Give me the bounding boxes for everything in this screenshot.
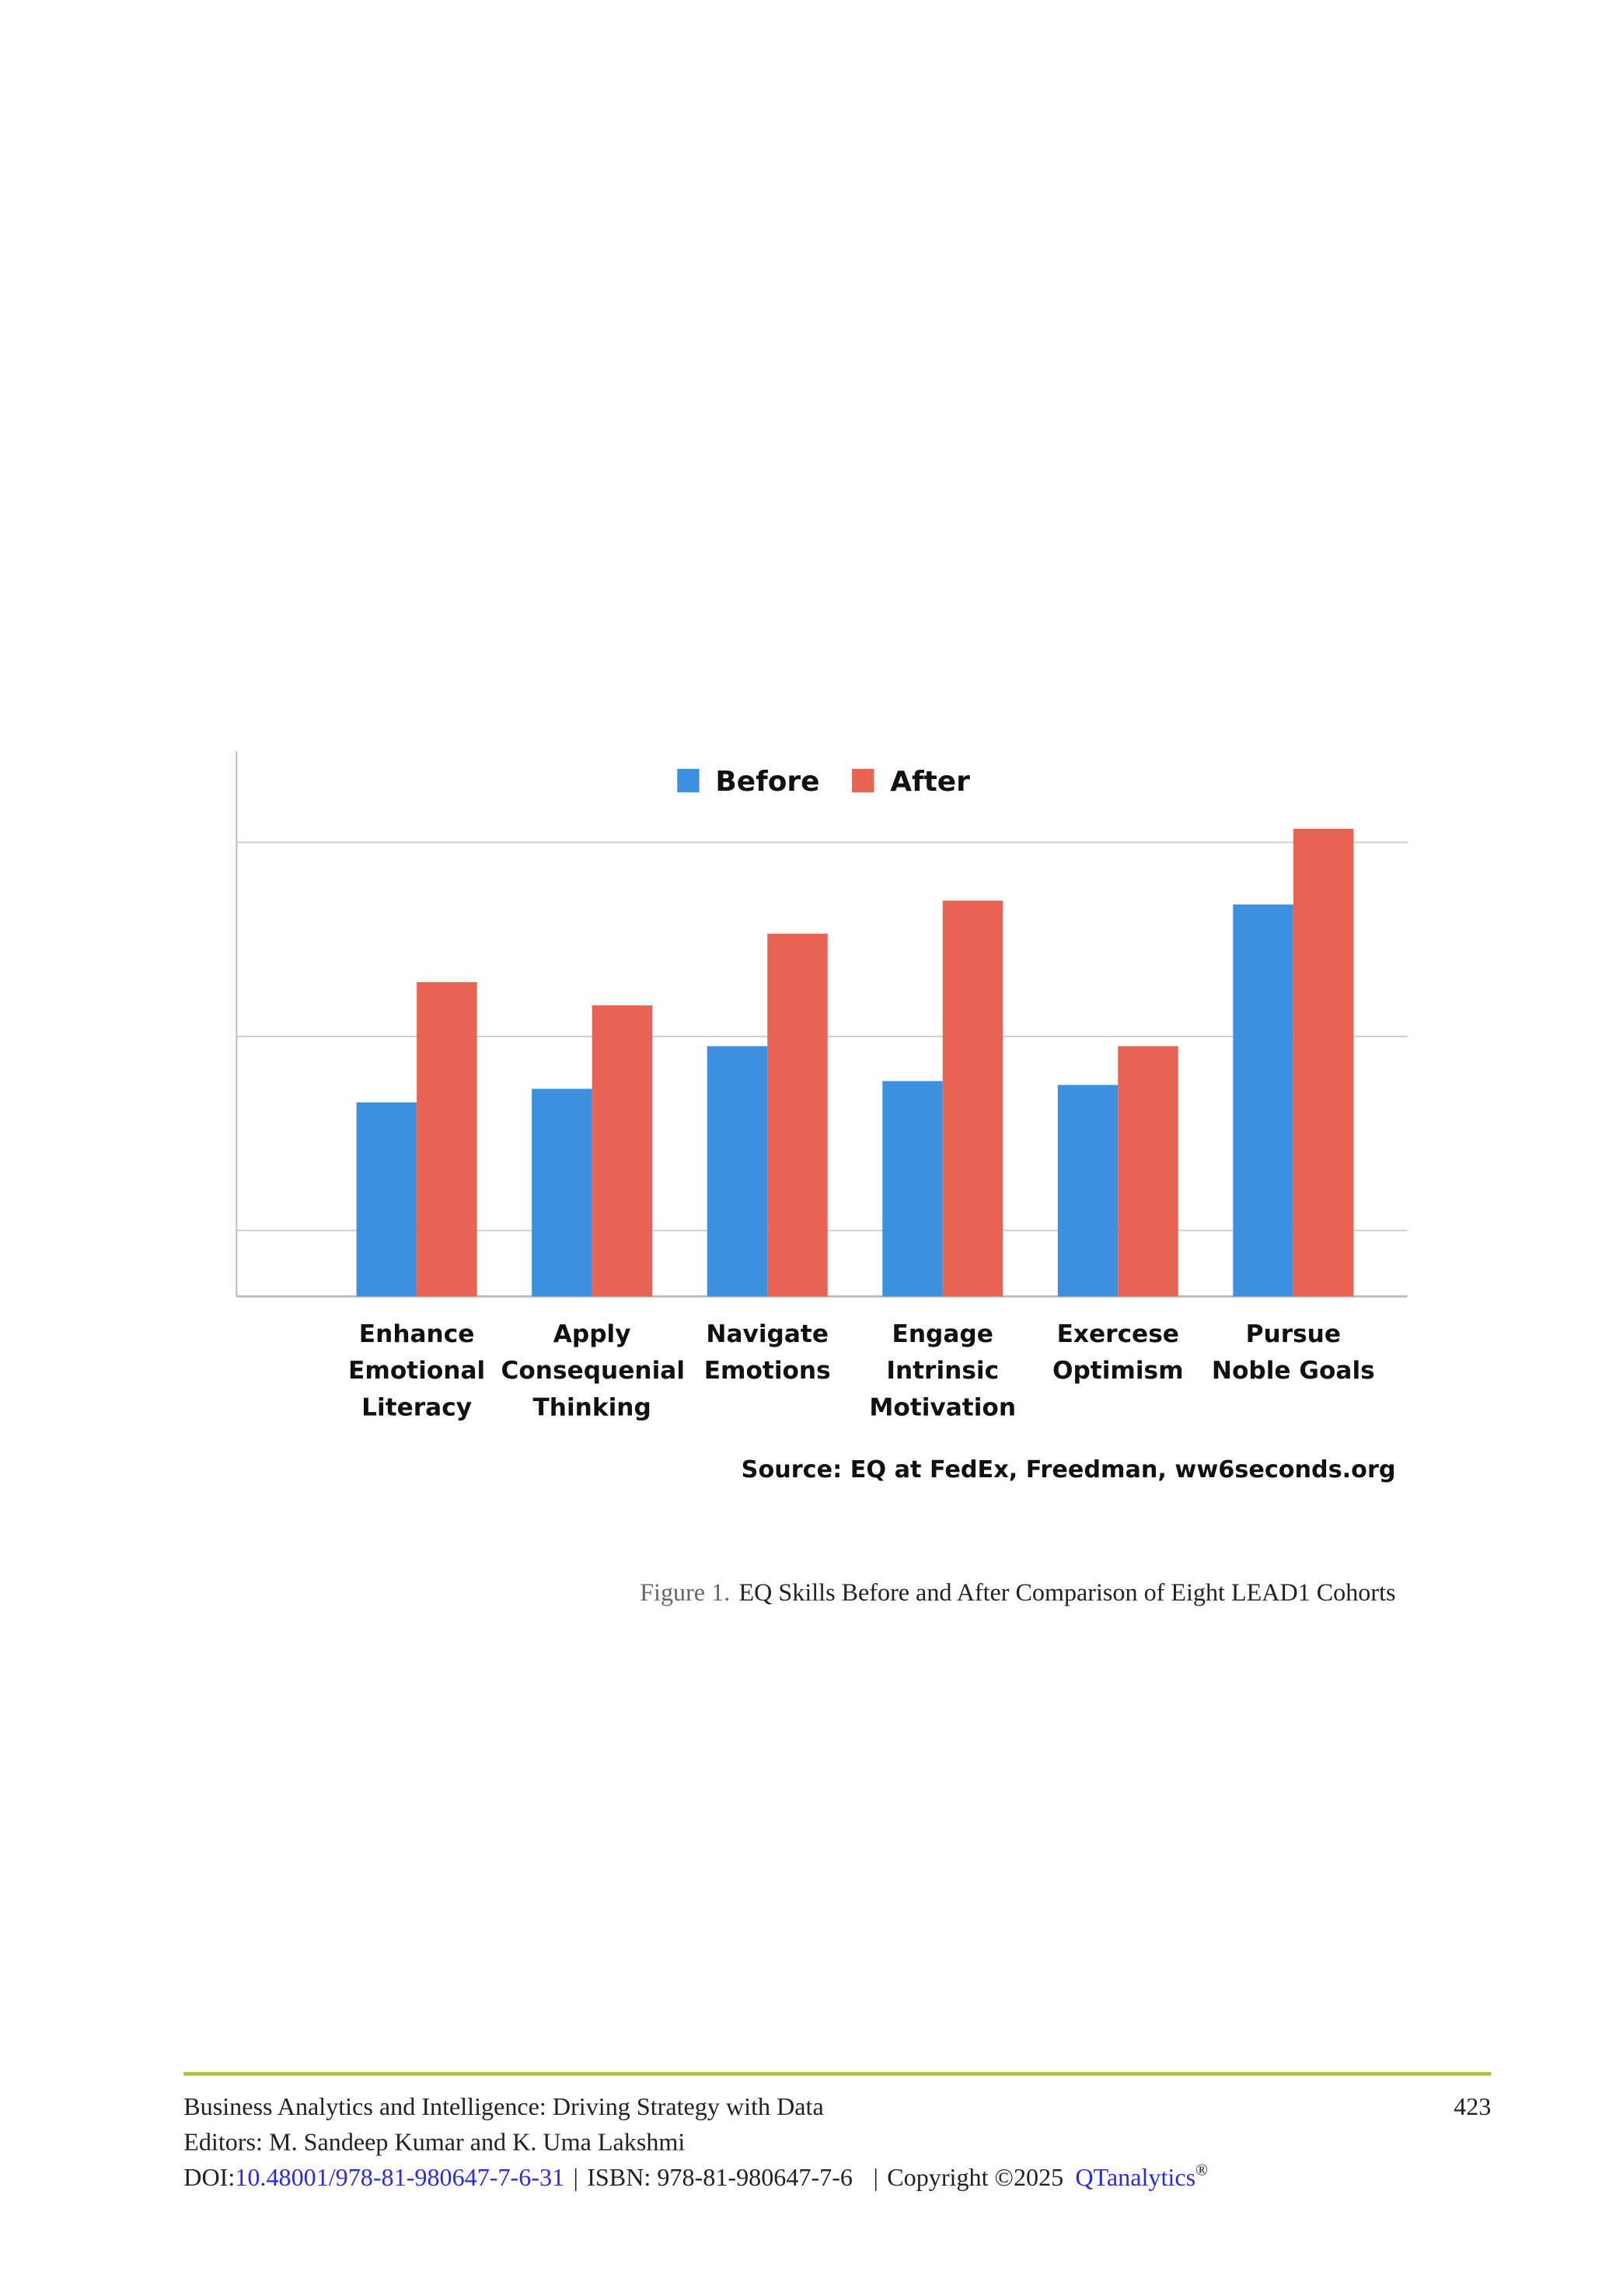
book-title: Business Analytics and Intelligence: Dri… (183, 2092, 824, 2120)
x-tick-label-box: Pursue Noble Goals (1211, 1319, 1375, 1385)
x-tick-label: Engage Intrinsic Motivation (869, 1319, 1017, 1422)
bar (942, 900, 1003, 1297)
figure-caption: Figure 1. EQ Skills Before and After Comp… (640, 1578, 1395, 1606)
x-tick-label-box: Navigate Emotions (703, 1319, 831, 1385)
bar (356, 1102, 417, 1297)
footer-publication: DOI:10.48001/978-81-980647-7-6-31 | ISBN: … (183, 2161, 1208, 2191)
x-tick-label-box: Enhance Emotional Literacy (348, 1319, 486, 1422)
bar (1118, 1046, 1178, 1297)
page-number: 423 (1454, 2092, 1491, 2120)
x-tick-label-box: Exercese Optimism (1052, 1319, 1184, 1385)
bar (1057, 1085, 1119, 1297)
x-tick-label-box: Engage Intrinsic Motivation (869, 1319, 1017, 1422)
legend-label: After (890, 766, 970, 798)
bar (1293, 829, 1354, 1297)
caption-text: EQ Skills Before and After Comparison of… (739, 1578, 1396, 1606)
bar (1233, 904, 1293, 1297)
x-tick-label-box: Apply Consequenial Thinking (501, 1319, 683, 1422)
x-tick-label: Enhance Emotional Literacy (348, 1319, 486, 1422)
publisher-link[interactable]: QTanalytics (1075, 2163, 1195, 2191)
isbn: ISBN: 978-81-980647-7-6 (587, 2163, 853, 2191)
x-tick-label: Apply Consequenial Thinking (501, 1319, 683, 1422)
x-tick-label: Exercese Optimism (1052, 1319, 1184, 1385)
copyright: Copyright ©2025 (887, 2163, 1063, 2191)
bar (767, 933, 828, 1297)
doi-link[interactable]: 10.48001/978-81-980647-7-6-31 (235, 2163, 564, 2191)
x-tick-label: Pursue Noble Goals (1211, 1319, 1375, 1385)
bar (417, 982, 477, 1297)
doi-label: DOI: (183, 2163, 235, 2191)
legend-swatch (852, 768, 874, 793)
bar (532, 1089, 592, 1297)
bar (707, 1046, 768, 1297)
bar (882, 1081, 943, 1297)
legend-label: Before (715, 766, 819, 798)
legend: Before After (677, 766, 970, 798)
separator: | (573, 2163, 578, 2191)
separator: | (873, 2163, 878, 2191)
chart-source: Source: EQ at FedEx, Freedman, ww6second… (742, 1456, 1396, 1483)
editors: Editors: M. Sandeep Kumar and K. Uma Lak… (183, 2127, 685, 2155)
caption-label: Figure 1. (640, 1578, 730, 1606)
bar (592, 1005, 653, 1297)
registered-mark: ® (1195, 2161, 1208, 2179)
legend-swatch (677, 768, 700, 793)
x-tick-label: Navigate Emotions (703, 1319, 831, 1385)
